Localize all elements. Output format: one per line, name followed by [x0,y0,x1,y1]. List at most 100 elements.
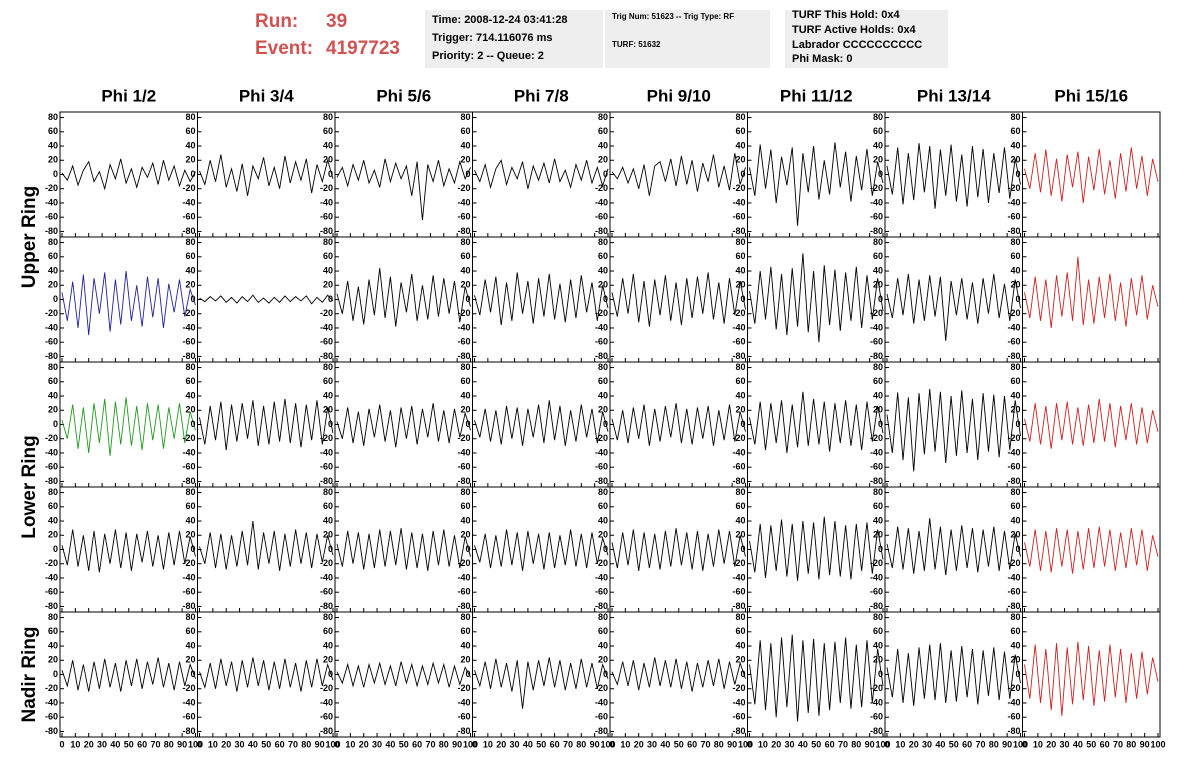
x-tick-label: 40 [660,739,670,749]
y-tick-label: 40 [323,140,333,150]
y-tick-label: 40 [460,140,470,150]
y-tick-label: 40 [735,390,745,400]
y-tick-label: 80 [735,237,745,247]
y-tick-label: 80 [598,612,608,622]
y-tick-label: 40 [48,265,58,275]
x-tick-label: 70 [288,739,298,749]
y-tick-label: -60 [45,587,58,597]
x-tick-label: 50 [124,739,134,749]
y-tick-label: -80 [182,726,195,736]
info-text: Time: 2008-12-24 03:41:28 [432,14,568,26]
y-tick-label: 60 [1010,626,1020,636]
y-tick-label: 80 [735,487,745,497]
panel-frame [334,111,473,238]
y-tick-label: -60 [732,212,745,222]
y-tick-label: 0 [465,419,470,429]
y-tick-label: 80 [460,612,470,622]
y-tick-label: -20 [45,683,58,693]
y-tick-label: -40 [870,322,883,332]
y-tick-label: 20 [735,155,745,165]
x-tick-label: 100 [1013,739,1028,749]
x-tick-label: 10 [345,739,355,749]
y-tick-label: -60 [1007,212,1020,222]
y-tick-label: -60 [870,337,883,347]
y-tick-label: 0 [1015,669,1020,679]
event-label: Event: [255,38,313,59]
y-tick-label: -60 [1007,712,1020,722]
y-tick-label: 20 [185,280,195,290]
x-tick-label: 80 [989,739,999,749]
y-tick-label: -40 [1007,322,1020,332]
y-tick-label: 40 [598,640,608,650]
y-tick-label: 0 [740,544,745,554]
y-tick-label: 0 [190,419,195,429]
y-tick-label: 20 [460,280,470,290]
x-tick-label: 0 [59,739,64,749]
y-tick-label: 20 [48,280,58,290]
column-title: Phi 3/4 [239,86,294,105]
y-tick-label: -40 [45,447,58,457]
y-tick-label: -80 [732,226,745,236]
y-tick-label: -60 [457,212,470,222]
y-tick-label: -40 [182,322,195,332]
y-tick-label: -80 [457,726,470,736]
y-tick-label: -20 [870,683,883,693]
y-tick-label: 20 [735,530,745,540]
y-tick-label: -40 [45,197,58,207]
y-tick-label: -20 [320,308,333,318]
y-tick-label: -20 [45,433,58,443]
y-tick-label: -20 [182,433,195,443]
y-tick-label: 80 [1010,362,1020,372]
y-tick-label: -60 [595,712,608,722]
waveform [61,529,196,573]
x-tick-label: 0 [1022,739,1027,749]
y-tick-label: -60 [870,462,883,472]
y-tick-label: -80 [45,601,58,611]
y-tick-label: -20 [1007,183,1020,193]
y-tick-label: -20 [595,183,608,193]
y-tick-label: -40 [732,322,745,332]
y-tick-label: 20 [735,280,745,290]
y-tick-label: -40 [182,572,195,582]
y-tick-label: -20 [457,433,470,443]
x-tick-label: 60 [412,739,422,749]
y-tick-label: 60 [598,126,608,136]
y-tick-label: 60 [1010,251,1020,261]
y-tick-label: 40 [48,390,58,400]
row-title: Lower Ring [19,435,40,538]
waveform [1024,256,1159,329]
x-tick-label: 60 [962,739,972,749]
y-tick-label: 40 [735,140,745,150]
y-tick-label: -20 [870,433,883,443]
x-tick-label: 100 [738,739,753,749]
y-tick-label: 80 [598,237,608,247]
waveform [474,400,609,446]
y-tick-label: 40 [323,265,333,275]
y-tick-label: 60 [873,126,883,136]
x-tick-label: 20 [84,739,94,749]
y-tick-label: 0 [190,169,195,179]
y-tick-label: 80 [598,112,608,122]
waveform [199,657,334,692]
waveform [199,294,334,305]
y-tick-label: 60 [48,626,58,636]
y-tick-label: 60 [323,376,333,386]
y-tick-label: -80 [870,351,883,361]
y-tick-label: 60 [185,251,195,261]
y-tick-label: -60 [182,712,195,722]
y-tick-label: 60 [48,251,58,261]
info-box [425,10,603,68]
y-tick-label: 60 [735,501,745,511]
waveform [611,272,746,327]
waveform [611,528,746,571]
x-tick-label: 100 [188,739,203,749]
y-tick-label: 0 [328,544,333,554]
y-tick-label: 0 [53,669,58,679]
y-tick-label: 20 [598,405,608,415]
y-tick-label: -40 [457,197,470,207]
y-tick-label: -40 [1007,572,1020,582]
y-tick-label: -60 [595,587,608,597]
y-tick-label: -40 [870,697,883,707]
y-tick-label: 40 [1010,390,1020,400]
